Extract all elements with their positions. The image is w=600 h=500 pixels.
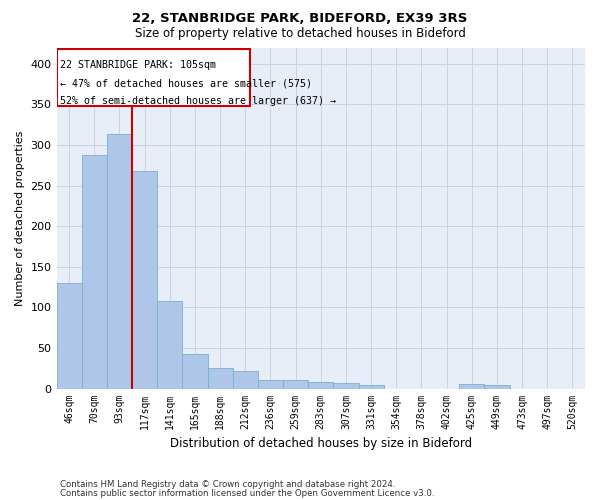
Bar xyxy=(157,301,182,388)
Bar xyxy=(258,380,283,388)
Bar xyxy=(308,382,334,388)
Text: 22, STANBRIDGE PARK, BIDEFORD, EX39 3RS: 22, STANBRIDGE PARK, BIDEFORD, EX39 3RS xyxy=(133,12,467,26)
Bar xyxy=(208,368,233,388)
Bar xyxy=(56,283,82,389)
Bar xyxy=(459,384,484,388)
Text: Size of property relative to detached houses in Bideford: Size of property relative to detached ho… xyxy=(134,28,466,40)
Bar xyxy=(283,380,308,388)
Text: Contains public sector information licensed under the Open Government Licence v3: Contains public sector information licen… xyxy=(60,489,434,498)
Text: ← 47% of detached houses are smaller (575): ← 47% of detached houses are smaller (57… xyxy=(61,78,313,88)
Bar xyxy=(82,154,107,388)
Y-axis label: Number of detached properties: Number of detached properties xyxy=(15,130,25,306)
X-axis label: Distribution of detached houses by size in Bideford: Distribution of detached houses by size … xyxy=(170,437,472,450)
Bar xyxy=(233,370,258,388)
Text: 52% of semi-detached houses are larger (637) →: 52% of semi-detached houses are larger (… xyxy=(61,96,337,106)
Bar xyxy=(107,134,132,388)
Bar xyxy=(56,49,250,106)
Bar xyxy=(359,386,383,388)
Bar xyxy=(182,354,208,388)
Text: Contains HM Land Registry data © Crown copyright and database right 2024.: Contains HM Land Registry data © Crown c… xyxy=(60,480,395,489)
Bar xyxy=(132,171,157,388)
Bar xyxy=(334,383,359,388)
Bar xyxy=(484,386,509,388)
Text: 22 STANBRIDGE PARK: 105sqm: 22 STANBRIDGE PARK: 105sqm xyxy=(61,60,217,70)
